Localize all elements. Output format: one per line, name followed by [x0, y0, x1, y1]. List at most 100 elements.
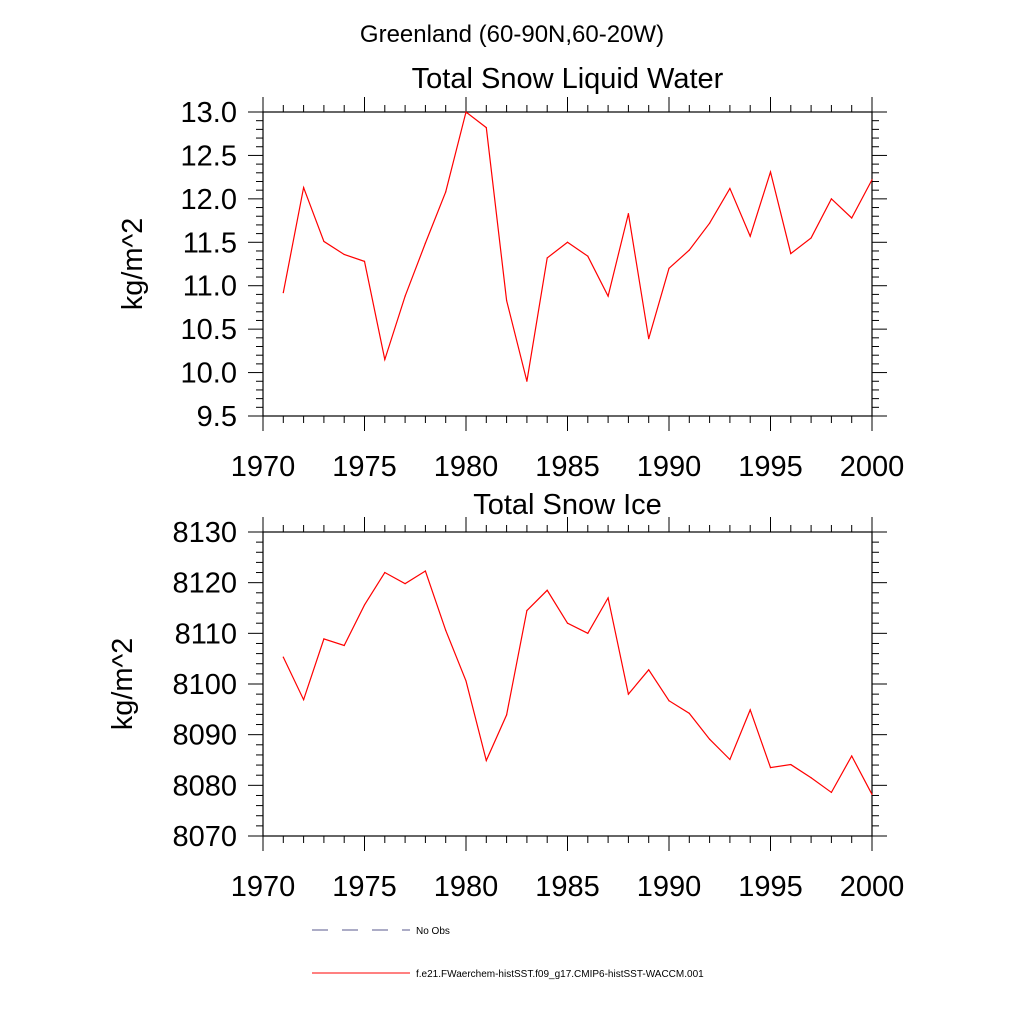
- data-point: [749, 709, 751, 711]
- chart-panel-1: Total Snow Liquid Water kg/m^2 1970 1975 198…: [117, 63, 904, 483]
- plot-frame: [262, 531, 873, 837]
- data-point: [688, 249, 690, 251]
- data-point: [871, 179, 873, 181]
- y-tick-label: 8080: [172, 770, 237, 802]
- data-point: [323, 638, 325, 640]
- data-point: [871, 793, 873, 796]
- data-point: [769, 171, 772, 173]
- data-point: [424, 242, 426, 244]
- x-tick-label: 1980: [434, 871, 499, 903]
- y-tick-label: 8090: [172, 720, 237, 752]
- data-point: [607, 597, 609, 599]
- x-tick-label: 1990: [637, 451, 702, 483]
- data-point: [587, 632, 589, 634]
- data-point: [424, 570, 426, 572]
- y-tick-label: 8110: [175, 618, 237, 650]
- series-line-1: [282, 570, 873, 795]
- y-tick-label: 8120: [172, 568, 237, 600]
- data-point: [566, 622, 569, 624]
- data-point: [546, 589, 548, 591]
- data-point: [485, 759, 487, 762]
- data-point: [749, 235, 751, 237]
- legend: No Obs f.e21.FWaerchem-histSST.f09_g17.CM…: [312, 926, 704, 980]
- data-point: [343, 253, 345, 256]
- data-point: [729, 758, 731, 761]
- x-tick-label: 2000: [840, 871, 905, 903]
- data-point: [465, 111, 467, 113]
- x-tick-label: 1995: [738, 871, 803, 903]
- data-point: [810, 237, 812, 239]
- data-point: [363, 604, 366, 606]
- data-point: [607, 295, 609, 297]
- x-tick-label: 1985: [535, 871, 600, 903]
- y-tick-label: 8130: [172, 517, 237, 549]
- data-point: [526, 380, 528, 382]
- data-point: [282, 292, 284, 294]
- series-line-1: [282, 110, 873, 382]
- data-point: [648, 338, 650, 340]
- chart-title: Total Snow Liquid Water: [412, 63, 724, 95]
- chart-panel-2: Total Snow Ice kg/m^2 1970 1975 1980 1985 1990…: [107, 489, 904, 903]
- data-point: [303, 186, 305, 189]
- y-tick-label: 11.0: [183, 271, 237, 303]
- chart-title: Total Snow Ice: [473, 489, 662, 521]
- data-point: [729, 187, 731, 190]
- data-point: [404, 295, 406, 297]
- x-tick-label: 1985: [535, 451, 600, 483]
- data-point: [445, 191, 447, 193]
- x-tick-label: 1990: [637, 871, 702, 903]
- figure-suptitle: Greenland (60-90N,60-20W): [360, 21, 664, 48]
- x-tick-label: 1975: [332, 871, 397, 903]
- x-tick-label: 1970: [231, 871, 296, 903]
- data-point: [830, 791, 833, 794]
- data-point: [506, 714, 508, 716]
- data-point: [851, 755, 853, 757]
- legend-entry-1: No Obs: [312, 926, 450, 937]
- data-point: [790, 252, 792, 255]
- y-axis-label: kg/m^2: [107, 638, 139, 731]
- data-point: [566, 241, 569, 243]
- data-point: [709, 738, 711, 740]
- legend-entry-2: f.e21.FWaerchem-histSST.f09_g17.CMIP6-hi…: [312, 969, 704, 980]
- x-tick-label: 1975: [332, 451, 397, 483]
- data-point: [546, 257, 548, 259]
- data-point: [384, 358, 386, 361]
- data-point: [445, 629, 447, 631]
- data-point: [282, 656, 284, 658]
- y-tick-label: 8070: [172, 821, 237, 853]
- data-point: [587, 255, 589, 257]
- x-tick-label: 2000: [840, 451, 905, 483]
- data-point: [323, 240, 325, 243]
- data-point: [404, 583, 406, 585]
- y-tick-label: 13.0: [181, 97, 237, 129]
- y-tick-label: 11.5: [183, 227, 237, 259]
- y-tick-label: 10.0: [181, 358, 237, 390]
- data-point: [648, 669, 650, 671]
- data-point: [810, 777, 812, 779]
- y-tick-label: 12.5: [181, 140, 237, 172]
- data-point: [485, 127, 487, 129]
- data-point: [830, 198, 833, 200]
- x-tick-label: 1995: [738, 451, 803, 483]
- data-point: [465, 680, 467, 682]
- data-point: [506, 299, 508, 302]
- x-tick-label: 1980: [434, 451, 499, 483]
- data-point: [627, 693, 630, 695]
- legend-label: No Obs: [416, 926, 450, 937]
- data-point: [363, 260, 366, 262]
- y-axis-label: kg/m^2: [117, 218, 149, 311]
- y-tick-label: 12.0: [181, 184, 237, 216]
- data-point: [526, 609, 528, 612]
- y-tick-label: 10.5: [181, 314, 237, 346]
- data-point: [851, 217, 853, 219]
- legend-label: f.e21.FWaerchem-histSST.f09_g17.CMIP6-hi…: [416, 969, 704, 980]
- x-tick-label: 1970: [231, 451, 296, 483]
- y-tick-label: 9.5: [197, 401, 237, 433]
- data-point: [627, 213, 630, 215]
- data-point: [709, 222, 711, 224]
- chart-panels: Total Snow Liquid Water kg/m^2 1970 1975 198…: [107, 63, 904, 903]
- data-point: [668, 700, 670, 702]
- data-point: [688, 712, 690, 714]
- data-point: [790, 763, 792, 766]
